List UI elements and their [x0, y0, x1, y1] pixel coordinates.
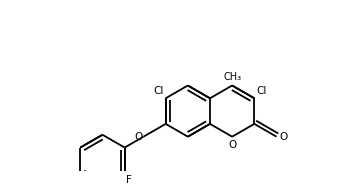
Text: O: O [279, 132, 287, 142]
Text: CH₃: CH₃ [223, 72, 241, 82]
Text: Cl: Cl [153, 86, 164, 96]
Text: O: O [134, 132, 143, 142]
Text: Cl: Cl [257, 86, 267, 96]
Text: F: F [126, 175, 132, 185]
Text: O: O [228, 140, 236, 150]
